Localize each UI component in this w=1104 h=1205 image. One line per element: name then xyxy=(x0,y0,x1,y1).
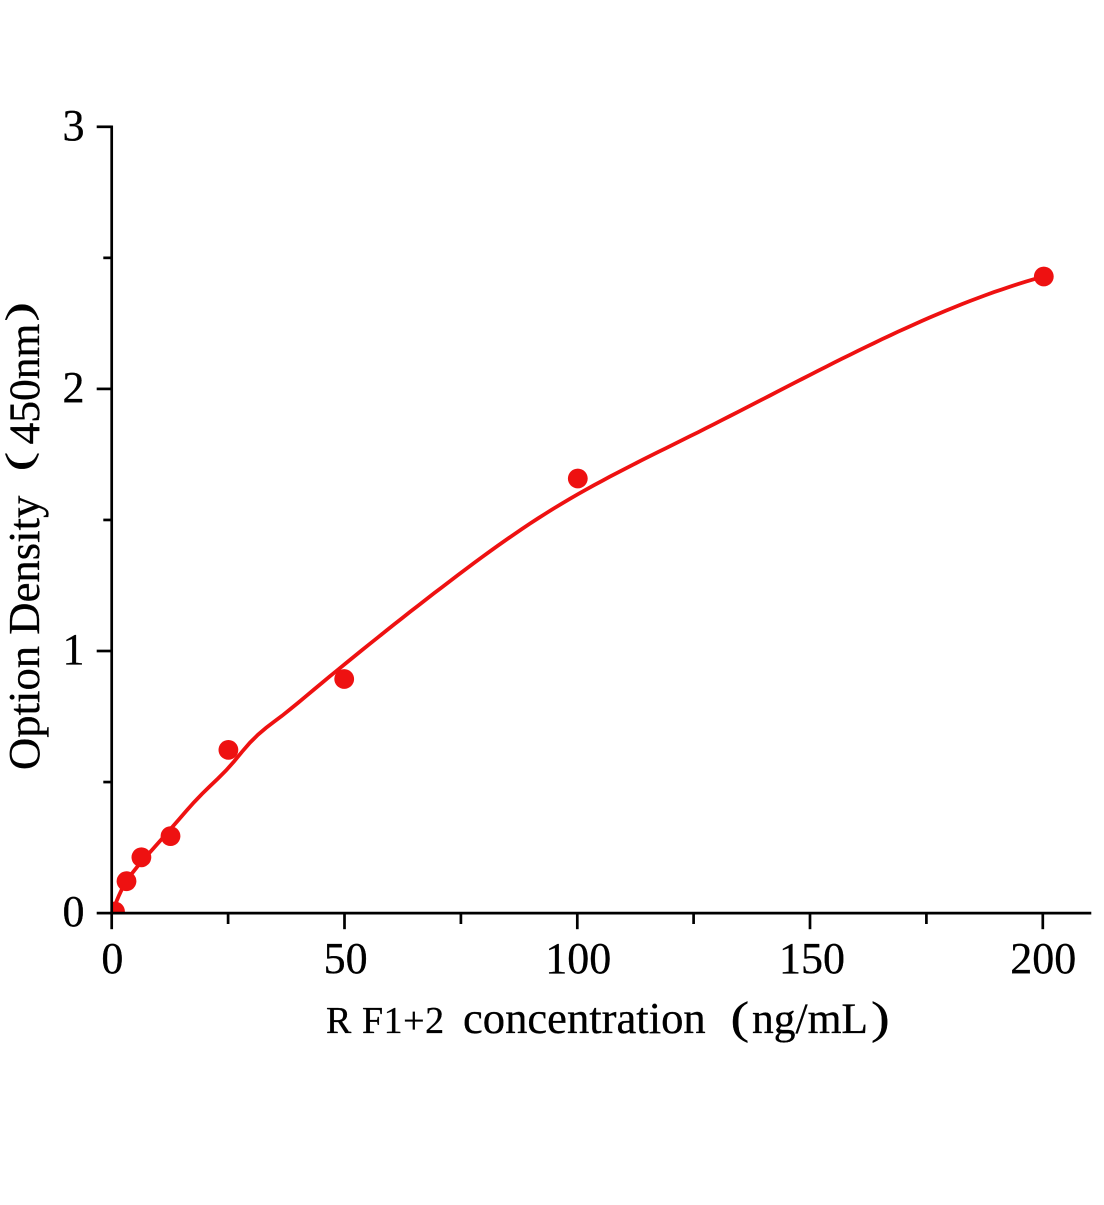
svg-text:0: 0 xyxy=(101,934,123,983)
svg-text:0: 0 xyxy=(63,887,85,936)
svg-text:200: 200 xyxy=(1010,934,1076,983)
svg-text:Option Density(450nm): Option Density(450nm) xyxy=(0,302,49,770)
svg-text:3: 3 xyxy=(63,101,85,150)
svg-text:2: 2 xyxy=(63,363,85,412)
svg-text:150: 150 xyxy=(779,934,845,983)
svg-text:50: 50 xyxy=(324,934,368,983)
svg-text:100: 100 xyxy=(545,934,611,983)
svg-text:1: 1 xyxy=(63,625,85,674)
